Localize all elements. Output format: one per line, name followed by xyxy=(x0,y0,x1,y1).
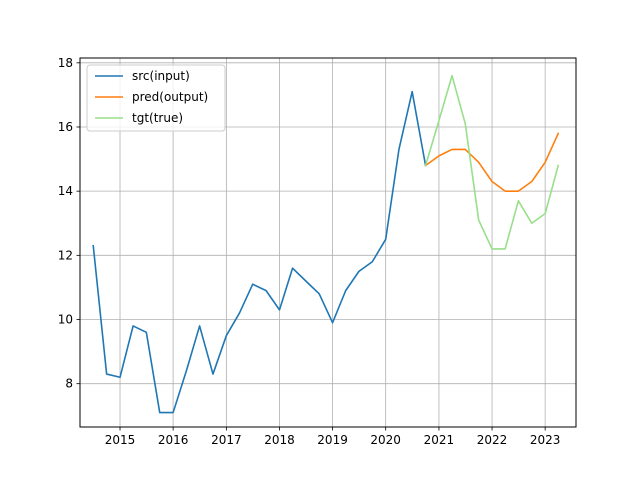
x-tick-label: 2015 xyxy=(105,433,136,447)
legend-label-0: src(input) xyxy=(132,69,190,83)
y-tick-label: 18 xyxy=(58,56,73,70)
x-tick-label: 2016 xyxy=(158,433,189,447)
legend-label-2: tgt(true) xyxy=(132,111,183,125)
series-line-2 xyxy=(424,74,560,250)
y-tick-label: 16 xyxy=(58,120,73,134)
x-tick-label: 2017 xyxy=(211,433,242,447)
x-tick-label: 2018 xyxy=(264,433,295,447)
y-tick-label: 12 xyxy=(58,248,73,262)
legend-box xyxy=(86,64,226,132)
legend-label-1: pred(output) xyxy=(132,90,208,104)
y-tick-label: 8 xyxy=(65,377,73,391)
series-line-0 xyxy=(92,90,427,414)
axis-layer: 2015 2016 2017 2018 2019 2020 2021 2022 2023 8 10 1… xyxy=(58,56,561,447)
y-tick-label: 10 xyxy=(58,313,73,327)
x-tick-label: 2022 xyxy=(477,433,508,447)
x-tick-label: 2019 xyxy=(317,433,348,447)
x-tick-label: 2021 xyxy=(424,433,455,447)
x-tick-label: 2020 xyxy=(370,433,401,447)
plot-area-frame xyxy=(79,57,577,428)
legend: src(input) pred(output) tgt(true) xyxy=(86,64,226,132)
y-tick-label: 14 xyxy=(58,184,73,198)
x-tick-label: 2023 xyxy=(530,433,561,447)
grid-layer xyxy=(80,58,576,427)
series-layer xyxy=(92,74,560,414)
series-line-1 xyxy=(424,132,560,192)
